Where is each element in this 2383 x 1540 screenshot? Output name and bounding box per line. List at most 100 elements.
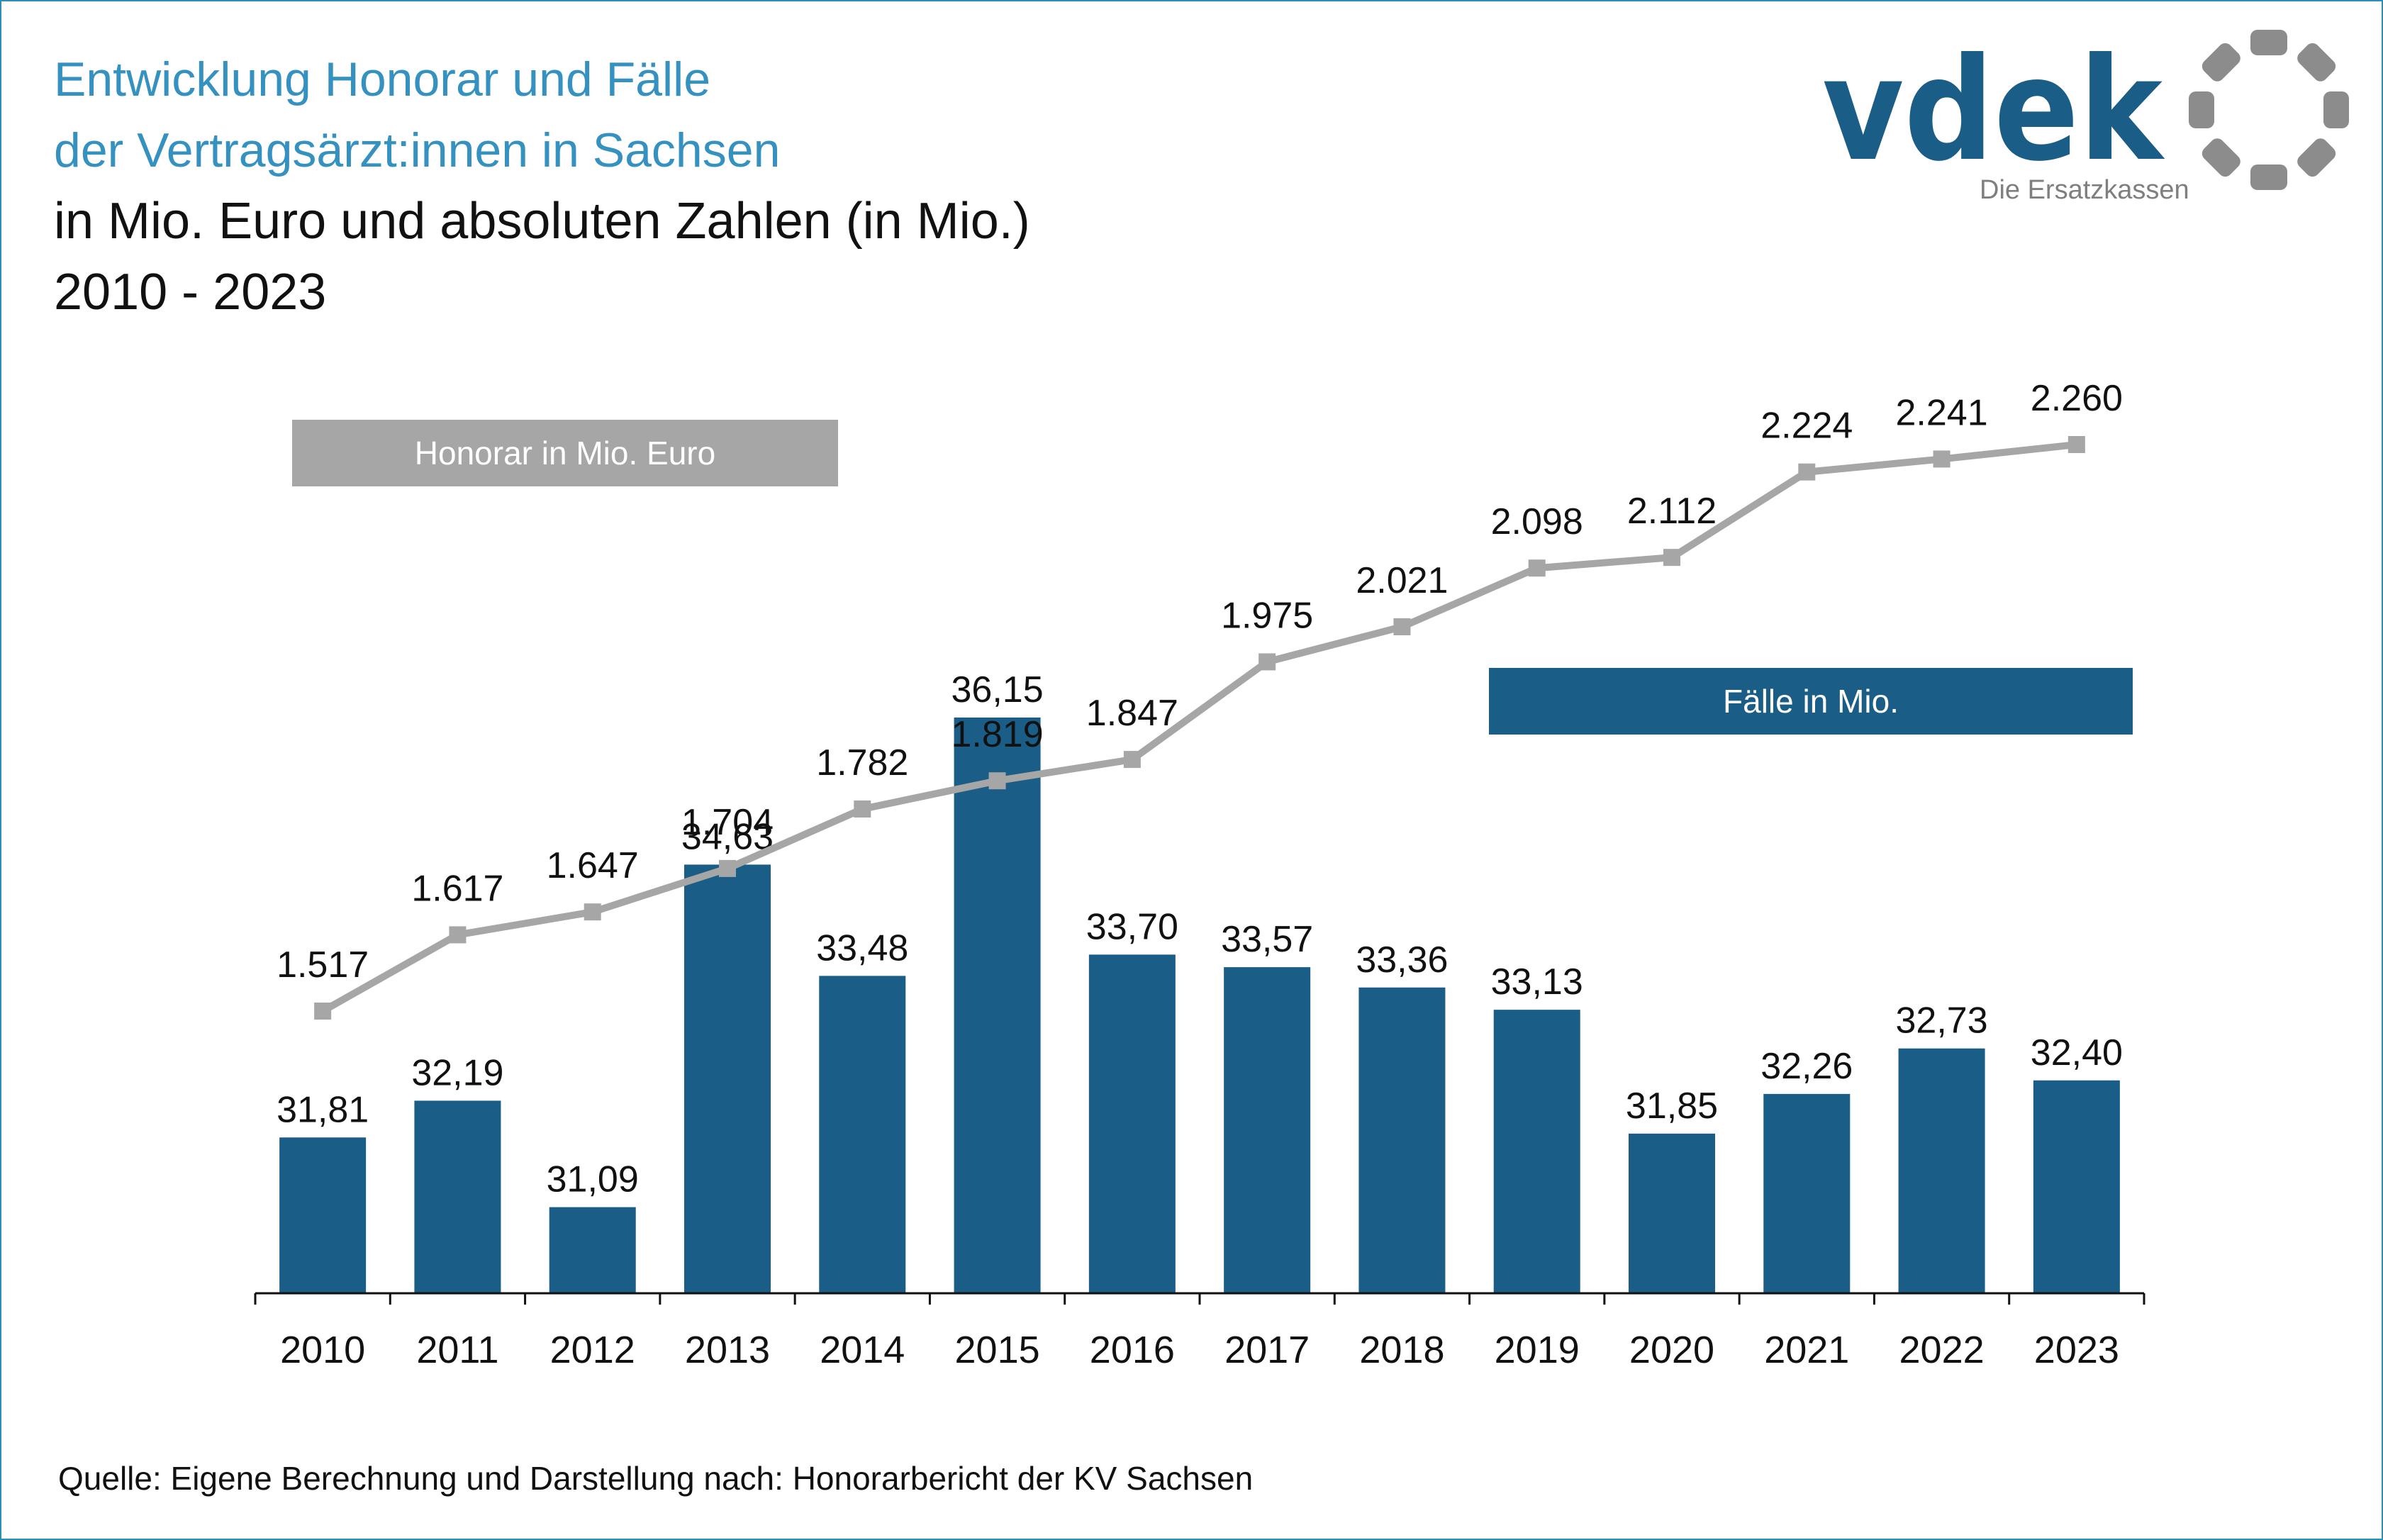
line-value-label: 1.517 <box>277 944 369 986</box>
line-marker <box>314 1003 332 1020</box>
line-value-label: 1.847 <box>1086 693 1178 734</box>
line-marker <box>988 772 1006 790</box>
legend-box <box>1489 668 2133 735</box>
x-tick-label: 2016 <box>1090 1329 1175 1371</box>
line-value-label: 1.647 <box>547 845 639 886</box>
logo-dot <box>2323 91 2349 128</box>
line-value-label: 2.112 <box>1627 491 1717 532</box>
logo-dot <box>2201 138 2240 177</box>
bar <box>1224 967 1311 1293</box>
logo-dot <box>2297 43 2336 82</box>
x-tick-label: 2019 <box>1495 1329 1580 1371</box>
line-value-label: 1.975 <box>1221 595 1313 636</box>
bar-series: 31,81 32,19 31,09 34,63 33,48 36,15 33,70 33,57… <box>277 669 2123 1293</box>
bar <box>2033 1080 2120 1293</box>
source-note: Quelle: Eigene Berechnung und Darstellun… <box>58 1460 1254 1497</box>
bar <box>1088 954 1176 1293</box>
bar-value-label: 33,13 <box>1491 961 1583 1003</box>
bar-value-label: 33,57 <box>1221 919 1313 960</box>
x-tick-label: 2018 <box>1359 1329 1444 1371</box>
logo-dot <box>2201 43 2240 82</box>
bar-value-label: 32,19 <box>411 1052 503 1093</box>
vdek-logo: vdek Die Ersatzkassen <box>1822 28 2361 213</box>
bar <box>279 1137 367 1293</box>
line-marker <box>1798 463 1816 481</box>
vdek-logo-tagline: Die Ersatzkassen <box>1980 175 2189 205</box>
x-tick-label: 2011 <box>416 1329 498 1371</box>
line-value-label: 2.260 <box>2031 378 2123 419</box>
logo-dot <box>2297 138 2336 177</box>
chart-title-line-1: Entwicklung Honorar und Fälle <box>54 52 711 106</box>
line-series: 1.517 1.617 1.647 1.704 1.782 1.819 1.847 1.975… <box>277 378 2123 1020</box>
logo-dot <box>2189 91 2214 128</box>
x-tick-label: 2022 <box>1899 1329 1985 1371</box>
x-tick-label: 2010 <box>280 1329 365 1371</box>
bar-value-label: 33,36 <box>1356 939 1448 981</box>
vdek-logo-dots-icon <box>2189 30 2349 190</box>
line-marker <box>1123 751 1141 769</box>
bar <box>414 1100 501 1293</box>
legend-label: Honorar in Mio. Euro <box>415 435 715 472</box>
bar-value-label: 34,63 <box>681 816 774 857</box>
bar <box>684 864 771 1293</box>
line-value-label: 1.782 <box>816 742 908 783</box>
bar-value-label: 33,70 <box>1086 906 1178 947</box>
line-marker <box>584 903 601 921</box>
x-tick-label: 2015 <box>955 1329 1040 1371</box>
legend-label: Fälle in Mio. <box>1723 683 1899 720</box>
legend: Honorar in Mio. Euro Fälle in Mio. <box>292 420 2133 735</box>
line-value-label: 1.704 <box>681 802 774 843</box>
line-value-label: 2.241 <box>1896 392 1988 433</box>
line-marker <box>719 859 736 877</box>
bar-value-label: 31,85 <box>1626 1086 1718 1127</box>
legend-box <box>292 420 838 486</box>
vdek-logo-graphic: vdek Die Ersatzkassen <box>1822 28 2349 205</box>
line-marker <box>1259 653 1276 671</box>
line-marker <box>1663 549 1680 567</box>
chart-title-block: Entwicklung Honorar und Fälle der Vertra… <box>54 44 1030 328</box>
vdek-logo-wordmark: vdek <box>1822 28 2165 193</box>
bar-value-label: 33,48 <box>816 927 908 969</box>
x-tick-label: 2020 <box>1629 1329 1714 1371</box>
bar-value-label: 36,15 <box>951 669 1044 710</box>
x-tick-label: 2013 <box>685 1329 770 1371</box>
chart-title-line-2: der Vertragsärzt:innen in Sachsen <box>54 123 781 177</box>
line-marker <box>2067 436 2085 453</box>
line-marker <box>449 926 467 944</box>
bar <box>1629 1133 1715 1293</box>
line-marker <box>1393 618 1411 636</box>
bar-value-label: 32,40 <box>2031 1032 2123 1073</box>
x-tick-label: 2021 <box>1764 1329 1849 1371</box>
line-marker <box>854 800 871 818</box>
bar-value-label: 31,09 <box>547 1159 639 1200</box>
x-tick-label: 2012 <box>550 1329 635 1371</box>
line-marker <box>1528 559 1546 577</box>
line-value-label: 1.819 <box>951 714 1044 755</box>
bar-value-label: 32,26 <box>1760 1046 1853 1087</box>
logo-dot <box>2250 164 2287 190</box>
line-marker <box>1933 450 1951 468</box>
line-value-label: 1.617 <box>411 868 503 909</box>
bar <box>1898 1048 1985 1293</box>
bar <box>1493 1010 1580 1293</box>
x-tick-label: 2023 <box>2034 1329 2119 1371</box>
line-value-label: 2.224 <box>1760 406 1853 447</box>
bar <box>819 976 906 1293</box>
chart-subtitle-line-2: 2010 - 2023 <box>54 264 327 320</box>
x-tick-label: 2017 <box>1224 1329 1310 1371</box>
bar <box>954 718 1041 1293</box>
x-axis: 2010 2011 2012 2013 2014 2015 2016 2017 2018 2019… <box>254 1292 2145 1371</box>
line-value-label: 2.021 <box>1356 560 1448 601</box>
honorar-line <box>320 441 2077 1015</box>
chart-subtitle-line-1: in Mio. Euro und absoluten Zahlen (in Mi… <box>54 193 1030 250</box>
bar-value-label: 32,73 <box>1896 1000 1988 1042</box>
x-tick-label: 2014 <box>820 1329 905 1371</box>
bar-value-label: 31,81 <box>277 1089 369 1130</box>
bar <box>1763 1093 1851 1293</box>
logo-dot <box>2250 30 2287 55</box>
line-value-label: 2.098 <box>1491 501 1583 542</box>
bar <box>549 1207 636 1293</box>
bar <box>1358 987 1446 1293</box>
